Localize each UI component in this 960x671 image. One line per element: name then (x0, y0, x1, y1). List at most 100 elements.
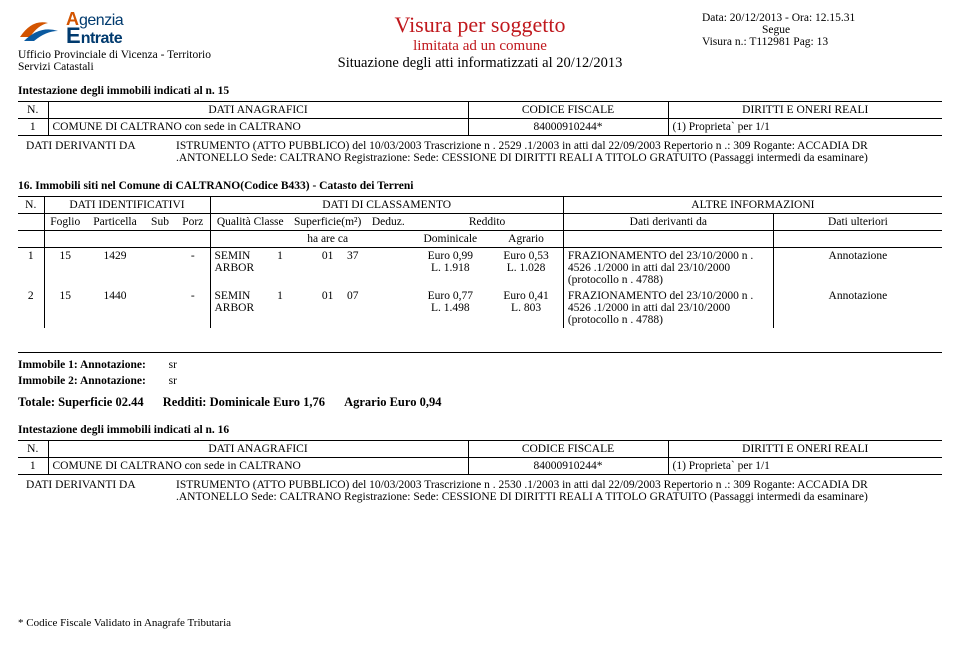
date-label: Data: 20/12/2013 - Ora: 12.15.31 (702, 12, 855, 24)
totale-agrario: Agrario Euro 0,94 (344, 395, 441, 409)
hdr16-anag: DATI ANAGRAFICI (48, 441, 468, 458)
hdr16-dir: DIRITTI E ONERI REALI (668, 441, 942, 458)
table-row: 1 15 1429 - SEMIN ARBOR 1 01 37 Euro 0,9… (18, 248, 942, 289)
imm2-label: Immobile 2: Annotazione: (18, 375, 146, 387)
hdr-cf: CODICE FISCALE (468, 102, 668, 119)
row-n: 1 (18, 119, 48, 136)
section15-title: Intestazione degli immobili indicati al … (18, 85, 942, 97)
r1-ded (365, 248, 411, 289)
row16-dir: (1) Proprieta` per 1/1 (668, 458, 942, 475)
office-line-1: Ufficio Provinciale di Vicenza - Territo… (18, 49, 278, 61)
ch-ult: Dati ulteriori (773, 214, 942, 231)
ch-agr: Agrario (489, 231, 563, 248)
r2-cl: 1 (270, 288, 290, 328)
imm1-label: Immobile 1: Annotazione: (18, 359, 146, 371)
title-situazione: Situazione degli atti informatizzati al … (278, 55, 682, 72)
totale-redditi: Redditi: Dominicale Euro 1,76 (163, 395, 325, 409)
section16-title: 16. Immobili siti nel Comune di CALTRANO… (18, 180, 942, 192)
logo-swoosh-icon (18, 15, 62, 45)
table-row: 2 15 1440 - SEMIN ARBOR 1 01 07 Euro 0,7… (18, 288, 942, 328)
row-anag: COMUNE DI CALTRANO con sede in CALTRANO (48, 119, 468, 136)
title-main: Visura per soggetto (278, 12, 682, 38)
r1-sub (144, 248, 176, 289)
r1-dom: Euro 0,99 L. 1.918 (411, 248, 489, 289)
r1-part: 1429 (86, 248, 144, 289)
totali-line: Totale: Superficie 02.44 Redditi: Domini… (18, 395, 942, 410)
anagrafici-table-15: N. DATI ANAGRAFICI CODICE FISCALE DIRITT… (18, 101, 942, 168)
visura-label: Visura n.: T112981 Pag: 13 (702, 36, 942, 48)
annotazione-block: Immobile 1: Annotazione: sr Immobile 2: … (18, 352, 942, 410)
ch-sub: Sub (144, 214, 176, 231)
ch-deriv: Dati derivanti da (563, 214, 773, 231)
r2-deriv: FRAZIONAMENTO del 23/10/2000 n . 4526 .1… (563, 288, 773, 328)
hdr-n: N. (18, 102, 48, 119)
r1-deriv: FRAZIONAMENTO del 23/10/2000 n . 4526 .1… (563, 248, 773, 289)
header-right: Data: 20/12/2013 - Ora: 12.15.31 Segue V… (682, 12, 942, 48)
footnote: * Codice Fiscale Validato in Anagrafe Tr… (18, 617, 942, 629)
ch-foglio: Foglio (44, 214, 86, 231)
ch-identif: DATI IDENTIFICATIVI (44, 197, 210, 214)
row16-cf: 84000910244* (468, 458, 668, 475)
r2-are: 01 (315, 288, 340, 328)
r1-foglio: 15 (44, 248, 86, 289)
ch-n: N. (18, 197, 44, 214)
r1-are: 01 (315, 248, 340, 289)
header-left: Agenzia Entrate Ufficio Provinciale di V… (18, 12, 278, 73)
totale-sup: Totale: Superficie 02.44 (18, 395, 144, 409)
r1-ca: 37 (340, 248, 365, 289)
ch-qual: Qualità Classe (210, 214, 290, 231)
page-header: Agenzia Entrate Ufficio Provinciale di V… (18, 12, 942, 73)
r1-qual: SEMIN ARBOR (210, 248, 270, 289)
ch-altre: ALTRE INFORMAZIONI (563, 197, 942, 214)
r2-porz: - (176, 288, 210, 328)
segue-label: Segue (762, 24, 790, 36)
row16-anag: COMUNE DI CALTRANO con sede in CALTRANO (48, 458, 468, 475)
immobile2-line: Immobile 2: Annotazione: sr (18, 375, 942, 387)
r2-n: 2 (18, 288, 44, 328)
r2-foglio: 15 (44, 288, 86, 328)
anagrafici-table-16: N. DATI ANAGRAFICI CODICE FISCALE DIRITT… (18, 440, 942, 507)
r2-ha (290, 288, 315, 328)
section16b-title: Intestazione degli immobili indicati al … (18, 424, 942, 436)
r1-porz: - (176, 248, 210, 289)
ch-dom: Dominicale (411, 231, 489, 248)
derivanti-text: ISTRUMENTO (ATTO PUBBLICO) del 10/03/200… (172, 138, 938, 166)
r2-ded (365, 288, 411, 328)
r2-part: 1440 (86, 288, 144, 328)
ch-ded: Deduz. (365, 214, 411, 231)
imm1-val: sr (169, 359, 177, 371)
header-date-line: Data: 20/12/2013 - Ora: 12.15.31 Segue (702, 12, 942, 36)
r2-agr: Euro 0,41 L. 803 (489, 288, 563, 328)
derivanti-label: DATI DERIVANTI DA (22, 138, 172, 166)
r1-ult: Annotazione (773, 248, 942, 289)
row-cf: 84000910244* (468, 119, 668, 136)
immobile1-line: Immobile 1: Annotazione: sr (18, 359, 942, 371)
r2-ca: 07 (340, 288, 365, 328)
r2-dom: Euro 0,77 L. 1.498 (411, 288, 489, 328)
title-sub: limitata ad un comune (278, 38, 682, 55)
logo-text: Agenzia Entrate (66, 12, 123, 47)
ch-haareca: ha are ca (290, 231, 365, 248)
ch-part: Particella (86, 214, 144, 231)
derivanti16-label: DATI DERIVANTI DA (22, 477, 172, 505)
hdr16-cf: CODICE FISCALE (468, 441, 668, 458)
ch-redd: Reddito (411, 214, 563, 231)
agency-logo: Agenzia Entrate (18, 12, 278, 47)
hdr-anag: DATI ANAGRAFICI (48, 102, 468, 119)
derivanti16-text: ISTRUMENTO (ATTO PUBBLICO) del 10/03/200… (172, 477, 938, 505)
ch-sup: Superficie(m²) (290, 214, 365, 231)
classamento-table: N. DATI IDENTIFICATIVI DATI DI CLASSAMEN… (18, 196, 942, 328)
office-line-2: Servizi Catastali (18, 61, 278, 73)
r2-ult: Annotazione (773, 288, 942, 328)
hdr16-n: N. (18, 441, 48, 458)
r1-ha (290, 248, 315, 289)
r2-sub (144, 288, 176, 328)
r1-cl: 1 (270, 248, 290, 289)
row16-n: 1 (18, 458, 48, 475)
row-dir: (1) Proprieta` per 1/1 (668, 119, 942, 136)
hdr-dir: DIRITTI E ONERI REALI (668, 102, 942, 119)
ch-porz: Porz (176, 214, 210, 231)
imm2-val: sr (169, 375, 177, 387)
header-center: Visura per soggetto limitata ad un comun… (278, 12, 682, 72)
r1-agr: Euro 0,53 L. 1.028 (489, 248, 563, 289)
